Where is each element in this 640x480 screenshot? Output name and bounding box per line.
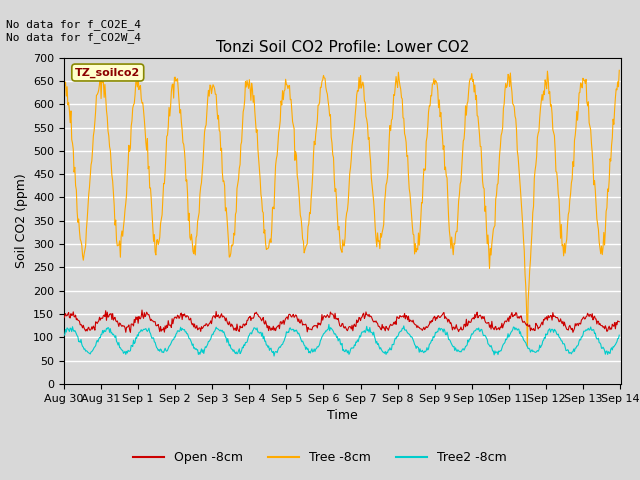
- Y-axis label: Soil CO2 (ppm): Soil CO2 (ppm): [15, 173, 28, 268]
- Text: No data for f_CO2E_4
No data for f_CO2W_4: No data for f_CO2E_4 No data for f_CO2W_…: [6, 19, 141, 43]
- Text: TZ_soilco2: TZ_soilco2: [75, 67, 140, 78]
- Title: Tonzi Soil CO2 Profile: Lower CO2: Tonzi Soil CO2 Profile: Lower CO2: [216, 40, 469, 55]
- Legend: Open -8cm, Tree -8cm, Tree2 -8cm: Open -8cm, Tree -8cm, Tree2 -8cm: [128, 446, 512, 469]
- X-axis label: Time: Time: [327, 409, 358, 422]
